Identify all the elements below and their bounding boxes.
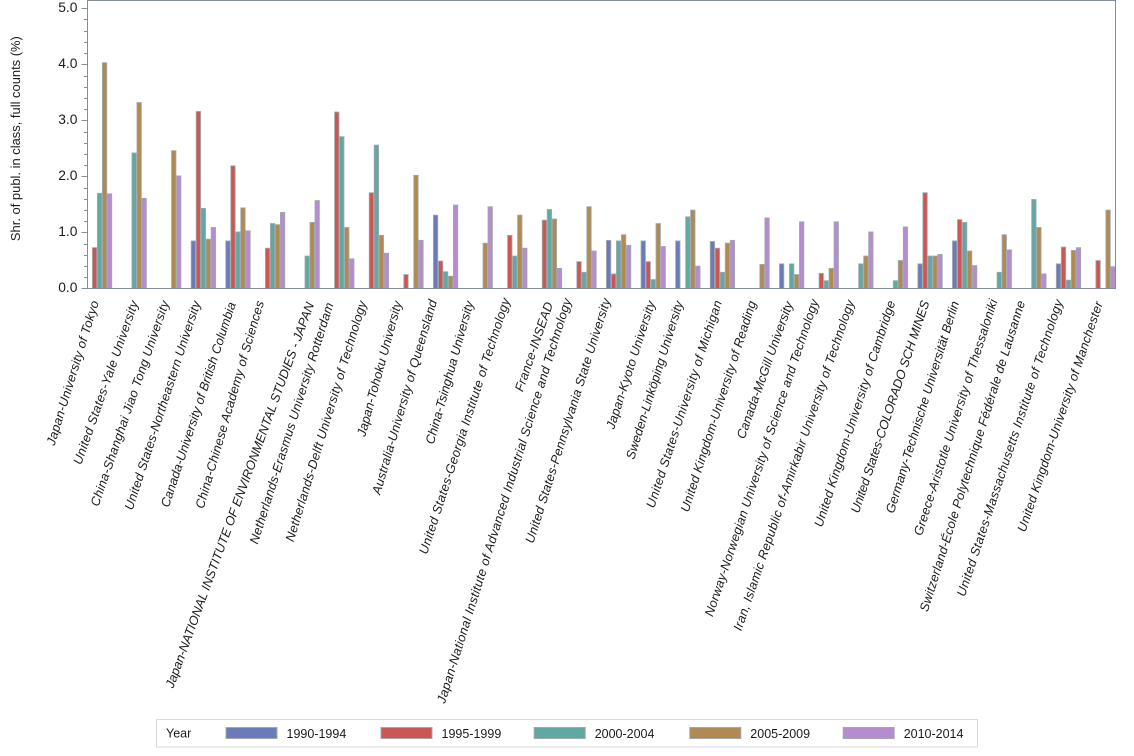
svg-text:Shr. of publ. in class, full c: Shr. of publ. in class, full counts (%) [8,36,23,241]
svg-text:3.0: 3.0 [58,112,78,127]
svg-text:2.0: 2.0 [58,168,78,183]
svg-text:2005-2009: 2005-2009 [750,727,810,741]
svg-text:2000-2004: 2000-2004 [595,727,655,741]
svg-text:1990-1994: 1990-1994 [287,727,347,741]
svg-text:1.0: 1.0 [58,224,78,239]
svg-text:0.0: 0.0 [58,280,78,295]
svg-text:4.0: 4.0 [58,56,78,71]
svg-text:2010-2014: 2010-2014 [904,727,964,741]
svg-text:5.0: 5.0 [58,0,78,15]
svg-text:Year: Year [166,727,191,741]
svg-text:1995-1999: 1995-1999 [442,727,502,741]
